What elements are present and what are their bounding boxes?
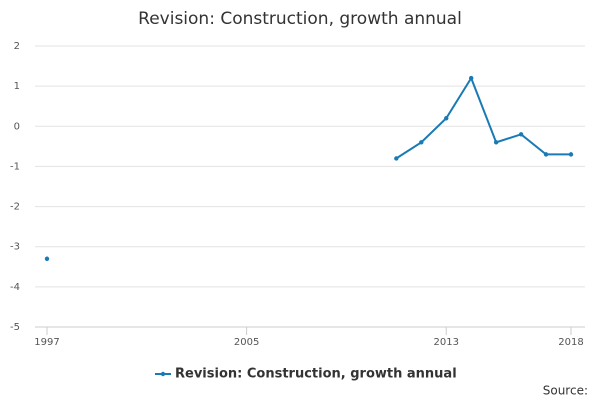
point xyxy=(419,140,424,145)
series-line xyxy=(395,75,571,160)
point xyxy=(444,116,449,121)
point xyxy=(568,152,574,157)
chart-title: Revision: Construction, growth annual xyxy=(138,9,462,29)
point xyxy=(44,256,50,261)
y-tick-label: -4 xyxy=(10,282,20,293)
x-tick-label: 2018 xyxy=(558,337,583,348)
y-tick-label: -2 xyxy=(10,202,20,213)
y-tick-label: 0 xyxy=(14,121,20,132)
point xyxy=(518,132,524,137)
legend-marker xyxy=(160,371,166,377)
x-tick-label: 1997 xyxy=(34,337,59,348)
source: Source: xyxy=(543,384,588,398)
point xyxy=(493,140,499,145)
y-tick-label: 2 xyxy=(14,41,20,52)
x-tick-label: 2013 xyxy=(434,337,459,348)
point xyxy=(543,152,549,157)
y-tick-label: 1 xyxy=(14,81,20,92)
y-tick-label: -1 xyxy=(10,161,20,172)
point xyxy=(468,75,474,81)
point xyxy=(394,156,399,161)
legend-label: Revision: Construction, growth annual xyxy=(175,367,457,382)
y-tick-label: -3 xyxy=(10,242,20,253)
x-tick-label: 2005 xyxy=(234,337,259,348)
y-tick-label: -5 xyxy=(10,322,20,333)
